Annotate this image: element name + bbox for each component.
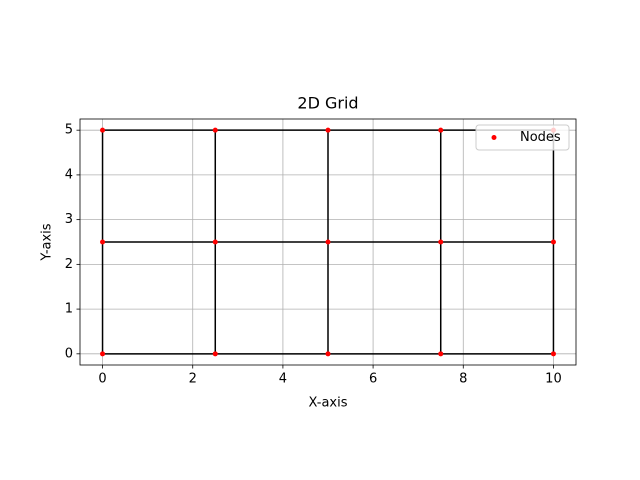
- plot-frame: [79, 118, 577, 366]
- node-point: [325, 239, 331, 245]
- x-tick-label: 0: [98, 372, 106, 387]
- node-point: [212, 351, 218, 357]
- y-tick-label: 3: [65, 212, 73, 227]
- x-tick-label: 2: [189, 372, 197, 387]
- node-point: [100, 127, 106, 133]
- x-tick-label: 4: [279, 372, 287, 387]
- x-axis-label: X-axis: [309, 396, 348, 411]
- y-tick-label: 0: [65, 346, 73, 361]
- y-tick-label: 5: [65, 123, 73, 138]
- x-tick-label: 6: [369, 372, 377, 387]
- node-point: [325, 127, 331, 133]
- node-point: [212, 239, 218, 245]
- node-point: [550, 239, 556, 245]
- node-point: [438, 351, 444, 357]
- node-point: [438, 127, 444, 133]
- node-point: [212, 127, 218, 133]
- y-tick-label: 4: [65, 167, 73, 182]
- y-tick-label: 2: [65, 257, 73, 272]
- legend-label: Nodes: [520, 130, 561, 145]
- legend-marker: [491, 135, 497, 140]
- node-point: [100, 239, 106, 245]
- y-tick-label: 1: [65, 302, 73, 317]
- chart-title: 2D Grid: [297, 94, 358, 113]
- legend: Nodes: [475, 124, 570, 151]
- x-tick-label: 8: [459, 372, 467, 387]
- node-point: [325, 351, 331, 357]
- x-tick-label: 10: [545, 372, 562, 387]
- y-axis-label: Y-axis: [40, 223, 55, 261]
- node-point: [550, 351, 556, 357]
- node-point: [100, 351, 106, 357]
- legend-box: [475, 124, 570, 151]
- node-point: [438, 239, 444, 245]
